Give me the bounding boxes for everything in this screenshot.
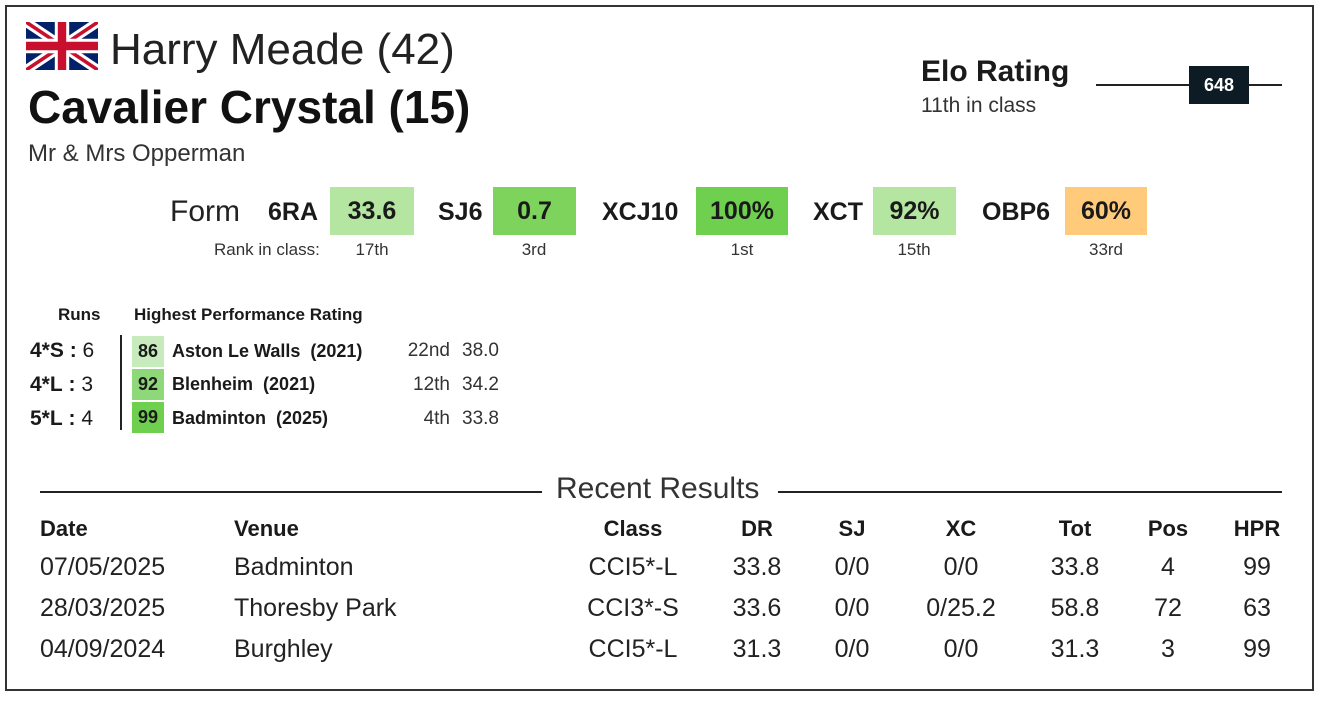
cell-tot: 31.3 [1050, 635, 1100, 663]
hpr-badge: 92 [132, 369, 164, 400]
hpr-position: 22nd [407, 340, 450, 361]
cell-xc: 0/0 [943, 553, 979, 581]
form-metric-name: OBP6 [982, 198, 1051, 226]
cell-hpr: 99 [1243, 635, 1271, 663]
cell-venue: Burghley [234, 635, 333, 663]
hpr-position: 12th [413, 374, 450, 395]
form-metric-name: XCT [813, 198, 863, 226]
cell-venue: Thoresby Park [234, 594, 397, 622]
cell-sj: 0/0 [834, 594, 870, 622]
uk-flag-icon [26, 22, 98, 70]
hpr-score: 38.0 [462, 340, 499, 361]
runs-divider [120, 335, 122, 430]
hpr-header: Highest Performance Rating [134, 305, 363, 324]
col-header-sj: SJ [838, 516, 866, 541]
recent-results-rule-right [778, 491, 1282, 493]
cell-sj: 0/0 [834, 553, 870, 581]
hpr-badge: 86 [132, 336, 164, 367]
cell-tot: 58.8 [1050, 594, 1100, 622]
cell-date: 04/09/2024 [40, 635, 166, 663]
elo-title: Elo Rating [921, 55, 1070, 88]
hpr-score: 33.8 [462, 408, 499, 429]
cell-tot: 33.8 [1050, 553, 1100, 581]
hpr-venue: Aston Le Walls (2021) [172, 341, 363, 361]
elo-subtitle: 11th in class [921, 94, 1037, 117]
cell-sj: 0/0 [834, 635, 870, 663]
rank-label: Rank in class: [214, 240, 320, 259]
hpr-badge: 99 [132, 402, 164, 433]
form-metric-name: SJ6 [438, 198, 483, 226]
cell-pos: 72 [1154, 594, 1182, 622]
form-rank: 33rd [1088, 240, 1124, 259]
form-metric-value: 60% [1065, 187, 1147, 235]
cell-pos: 4 [1161, 553, 1175, 581]
cell-class: CCI5*-L [588, 635, 678, 663]
form-rank: 3rd [521, 240, 547, 259]
cell-venue: Badminton [234, 553, 354, 581]
hpr-venue: Badminton (2025) [172, 408, 329, 428]
form-metric-name: 6RA [268, 198, 319, 226]
runs-level: 4*S : 6 [30, 339, 95, 362]
horse-name: Cavalier Crystal (15) [28, 81, 471, 133]
col-header-hpr: HPR [1233, 516, 1281, 541]
cell-dr: 33.8 [732, 553, 782, 581]
owner-name: Mr & Mrs Opperman [28, 140, 246, 167]
recent-results-rule-left [40, 491, 542, 493]
hpr-position: 4th [423, 408, 450, 429]
runs-header: Runs [58, 305, 101, 324]
col-header-pos: Pos [1147, 516, 1189, 541]
rider-card [5, 5, 1314, 691]
cell-xc: 0/0 [943, 635, 979, 663]
cell-class: CCI3*-S [587, 594, 679, 622]
elo-badge: 648 [1189, 66, 1249, 104]
cell-class: CCI5*-L [588, 553, 678, 581]
cell-date: 07/05/2025 [40, 553, 166, 581]
col-header-tot: Tot [1058, 516, 1092, 541]
cell-dr: 31.3 [732, 635, 782, 663]
form-metric-value: 92% [873, 187, 956, 235]
col-header-venue: Venue [234, 516, 299, 541]
cell-pos: 3 [1161, 635, 1175, 663]
hpr-venue: Blenheim (2021) [172, 374, 316, 394]
recent-results-title: Recent Results [556, 472, 760, 505]
col-header-date: Date [40, 516, 88, 541]
form-label: Form [170, 195, 240, 228]
form-metric-name: XCJ10 [602, 198, 679, 226]
cell-hpr: 63 [1243, 594, 1271, 622]
cell-dr: 33.6 [732, 594, 782, 622]
cell-hpr: 99 [1243, 553, 1271, 581]
cell-date: 28/03/2025 [40, 594, 166, 622]
hpr-score: 34.2 [462, 374, 499, 395]
form-metric-value: 33.6 [330, 187, 414, 235]
form-rank: 17th [355, 240, 389, 259]
col-header-class: Class [603, 516, 663, 541]
rider-name: Harry Meade (42) [110, 25, 455, 74]
form-metric-value: 0.7 [493, 187, 576, 235]
form-rank: 15th [897, 240, 931, 259]
form-metric-value: 100% [696, 187, 788, 235]
runs-level: 5*L : 4 [30, 407, 94, 430]
col-header-dr: DR [741, 516, 773, 541]
form-rank: 1st [730, 240, 754, 259]
runs-level: 4*L : 3 [30, 373, 94, 396]
cell-xc: 0/25.2 [926, 594, 996, 622]
col-header-xc: XC [945, 516, 977, 541]
